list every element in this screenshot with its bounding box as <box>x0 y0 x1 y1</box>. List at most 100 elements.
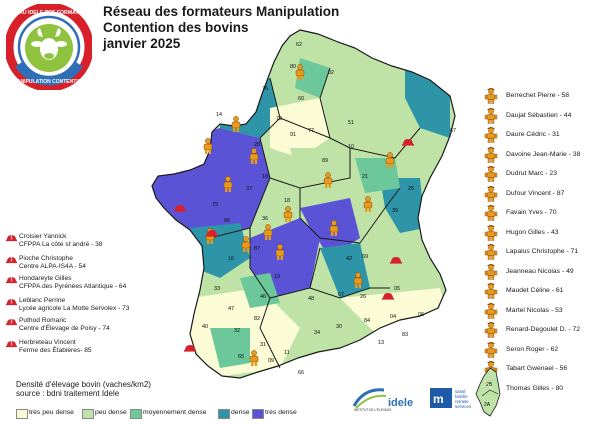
dept-47: 47 <box>228 306 234 312</box>
legend-swatch <box>82 409 94 419</box>
dept-78: 78 <box>276 116 282 122</box>
person-marker <box>241 236 251 252</box>
dept-21: 21 <box>362 174 368 180</box>
trainer-org: CFPPA La côte st andré - 38 <box>19 241 103 248</box>
msa-line-1: santé <box>455 389 466 394</box>
trainer-markers <box>174 64 414 366</box>
dept-37: 37 <box>246 186 252 192</box>
france-density-map: 62 80 76 02 60 14 78 91 77 51 67 28 10 8… <box>151 29 456 379</box>
trainer-name: Herbreteau Vincent <box>19 339 76 346</box>
logo-top-text: RÉSEAU IDELE DES FORMATEURS <box>6 8 92 16</box>
msa-line-2: famille <box>455 394 468 399</box>
person-marker <box>203 138 213 154</box>
dept-2b: 2B <box>486 382 493 388</box>
corsica-map: 2B 2A <box>475 367 501 417</box>
hard-hat-icon <box>6 235 17 242</box>
hard-hat-icon <box>6 257 17 264</box>
dept-62: 62 <box>296 42 302 48</box>
dept-42: 42 <box>346 256 352 262</box>
person-icon <box>484 127 498 143</box>
dept-31: 31 <box>260 342 266 348</box>
person-icon <box>484 263 498 280</box>
person-icon <box>484 107 498 124</box>
person-icon <box>484 244 498 260</box>
idele-wordmark: idele <box>388 397 413 409</box>
person-icon <box>484 283 498 299</box>
trainer-label: Seron Roger - 62 <box>506 345 559 353</box>
dept-41: 18 <box>262 174 268 180</box>
dept-16: 16 <box>228 256 234 262</box>
person-marker <box>329 220 339 236</box>
trainer-label: Davoine Jean-Marie - 38 <box>506 150 581 158</box>
person-icon <box>484 88 498 104</box>
dept-65: 65 <box>238 354 244 360</box>
dept-06: 06 <box>418 312 424 318</box>
dept-14: 14 <box>216 112 222 118</box>
person-marker <box>283 206 293 222</box>
dept-51: 51 <box>348 120 354 126</box>
dept-19: 19 <box>274 274 280 280</box>
dept-79: 79 <box>212 202 218 208</box>
trainer-label: Tabart Gwenael - 56 <box>506 365 568 372</box>
person-marker <box>263 224 273 240</box>
hat-marker <box>174 205 186 212</box>
trainer-name: Pioche Christophe <box>19 255 73 262</box>
hat-marker <box>402 139 414 146</box>
dept-25: 25 <box>408 186 414 192</box>
person-marker <box>323 172 333 188</box>
dept-39: 39 <box>392 208 398 214</box>
dept-26: 26 <box>360 294 366 300</box>
hat-marker <box>382 293 394 300</box>
person-marker <box>353 272 363 288</box>
legend-label: moyennement dense <box>143 409 207 416</box>
msa-logo: m santé famille retraite services <box>430 388 472 409</box>
dept-87: 87 <box>254 246 260 252</box>
dept-09: 09 <box>268 358 274 364</box>
legend-swatch <box>218 409 230 419</box>
person-icon <box>484 166 498 182</box>
hat-marker <box>184 345 196 352</box>
legend-label: très dense <box>265 409 297 416</box>
page-title: Réseau des formateurs Manipulation Conte… <box>103 4 403 52</box>
person-marker <box>249 148 259 164</box>
dept-02: 02 <box>328 70 334 76</box>
dept-66: 66 <box>298 370 304 376</box>
hat-marker <box>390 257 402 264</box>
hat-marker <box>206 230 218 237</box>
dept-48: 48 <box>308 296 314 302</box>
trainer-label: Daujat Sébastien - 44 <box>506 111 572 119</box>
trainer-org: Ferme des Étabières- 85 <box>19 347 92 354</box>
hard-hat-icon <box>6 277 17 284</box>
dept-07: 07 <box>338 292 344 298</box>
trainer-label: Jeanneau Nicolas - 49 <box>506 267 574 275</box>
dept-11: 11 <box>284 350 290 356</box>
person-icon <box>484 341 498 358</box>
dept-30: 30 <box>336 324 342 330</box>
trainer-label: Lapalus Christophe - 71 <box>506 248 579 255</box>
legend-swatch <box>130 409 142 419</box>
trainer-label: Dufour Vincent - 87 <box>506 189 565 197</box>
trainer-org: Centre d'Élevage de Poisy - 74 <box>19 325 110 332</box>
person-marker <box>231 116 241 132</box>
legend-title: Densité d'élevage bovin (vaches/km2) <box>16 380 151 389</box>
logo-bottom-text: MANIPULATION CONTENTION <box>13 79 86 85</box>
dept-67: 67 <box>450 128 456 134</box>
person-marker <box>295 64 305 80</box>
legend-source: source : bdni traitement Idele <box>16 389 120 398</box>
trainer-org: Lycée agricole La Motte Servolex - 73 <box>19 305 130 312</box>
trainer-label: Berrechet Pierre - 58 <box>506 92 570 99</box>
trainer-label: Hugon Gilles - 43 <box>506 228 559 236</box>
region-borders <box>209 67 421 369</box>
dept-18: 18 <box>284 198 290 204</box>
dept-80: 80 <box>290 64 296 70</box>
trainer-org: CFPPA des Pyrénées Atlantique - 64 <box>19 283 127 290</box>
dept-33: 33 <box>214 286 220 292</box>
dept-2a: 2A <box>484 402 491 408</box>
trainer-label: Maudet Céline - 61 <box>506 287 564 294</box>
dept-28: 28 <box>254 142 260 148</box>
title-line-2: janvier 2025 <box>103 36 181 51</box>
legend-label: très peu dense <box>29 409 74 416</box>
dept-40: 40 <box>202 324 208 330</box>
trainer-name: Hondareyte Gilles <box>19 275 72 282</box>
dept-83: 83 <box>402 332 408 338</box>
